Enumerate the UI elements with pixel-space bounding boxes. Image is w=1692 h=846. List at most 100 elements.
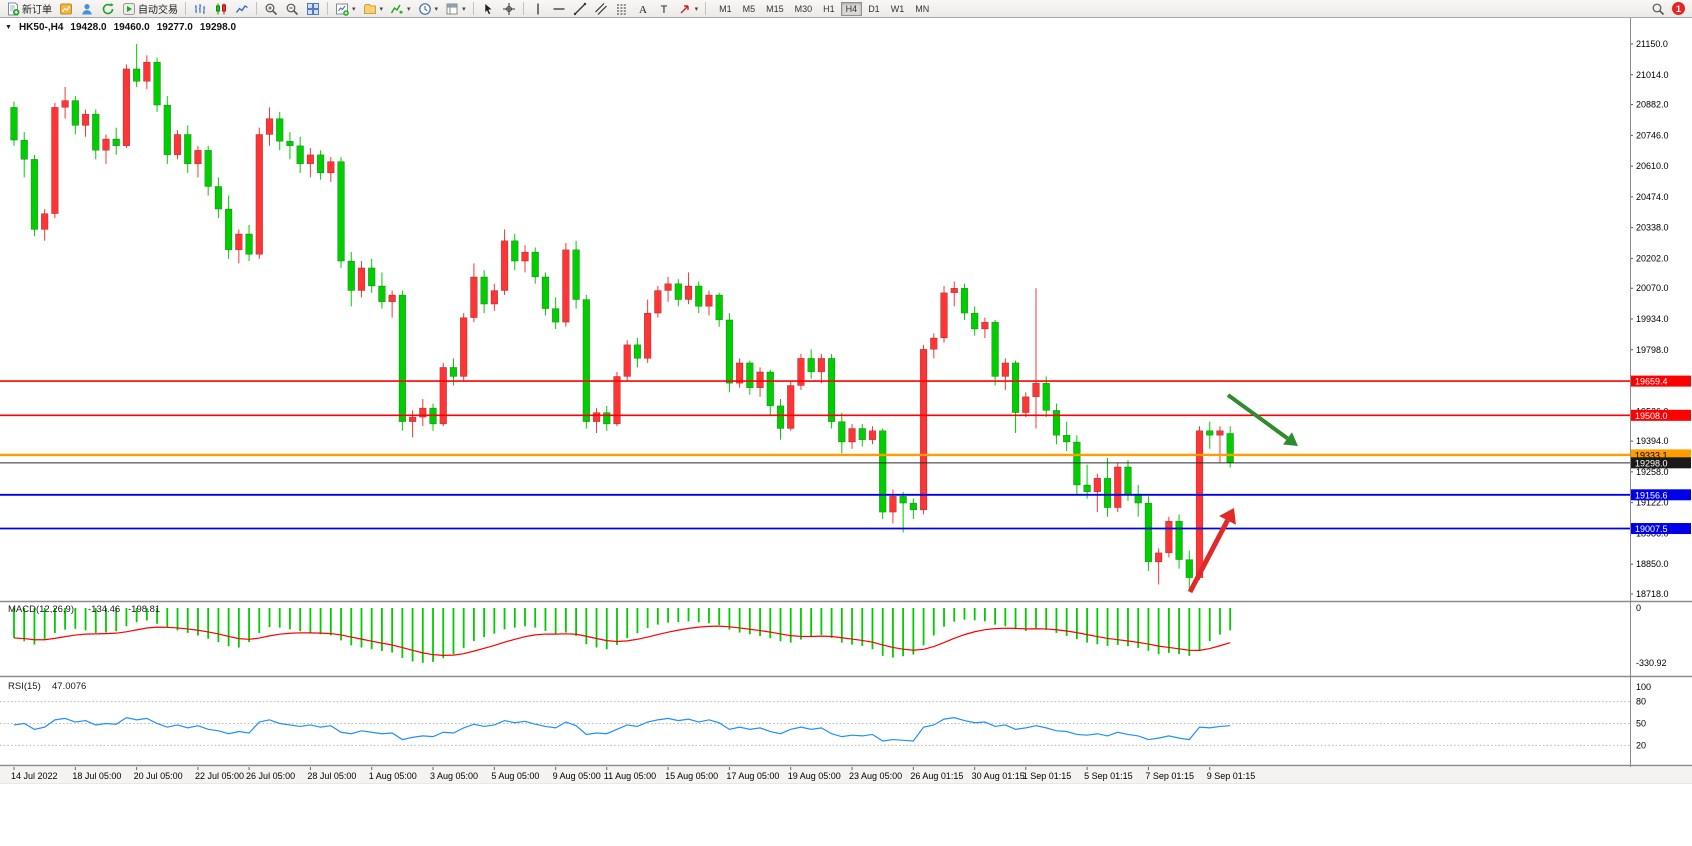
zoom-in-button[interactable] [261, 1, 281, 17]
dropdown-caret-icon[interactable]: ▾ [462, 5, 466, 13]
fibonacci-icon [615, 2, 629, 16]
dropdown-caret-icon[interactable]: ▾ [407, 5, 411, 13]
svg-text:19 Aug 05:00: 19 Aug 05:00 [788, 771, 841, 781]
horizontal-line-button[interactable] [549, 1, 569, 17]
clock-icon [418, 2, 432, 16]
dropdown-caret-icon[interactable]: ▾ [352, 5, 356, 13]
dropdown-caret-icon[interactable]: ▾ [379, 5, 384, 13]
svg-text:20202.0: 20202.0 [1636, 253, 1669, 263]
svg-text:22 Jul 05:00: 22 Jul 05:00 [195, 771, 244, 781]
timeframe-H4[interactable]: H4 [840, 1, 863, 16]
annotations-layer[interactable] [1187, 393, 1298, 594]
bar-chart-mode-button[interactable] [190, 1, 210, 17]
new-chart-icon [335, 2, 349, 16]
svg-text:21014.0: 21014.0 [1636, 70, 1669, 80]
price-chart-canvas[interactable]: 21150.0 21014.0 20882.0 20746.0 20610.0 20474… [0, 18, 1692, 846]
text-button[interactable]: A [633, 1, 653, 17]
svg-text:19934.0: 19934.0 [1636, 314, 1669, 324]
svg-text:19122.0: 19122.0 [1636, 498, 1669, 508]
zoom-out-button[interactable] [282, 1, 302, 17]
svg-text:20474.0: 20474.0 [1636, 192, 1669, 202]
timeframe-W1[interactable]: W1 [886, 2, 910, 16]
time-axis[interactable]: 14 Jul 2022 18 Jul 05:00 20 Jul 05:00 22 Ju… [0, 767, 1692, 783]
toolbar-separator [705, 2, 707, 15]
market-watch-button[interactable] [56, 1, 76, 17]
periods-button[interactable]: ▾ [415, 1, 442, 17]
toolbar-separator [327, 2, 328, 15]
svg-text:47.0076: 47.0076 [52, 681, 86, 692]
timeframe-M5[interactable]: M5 [738, 2, 761, 16]
timeframe-M1[interactable]: M1 [714, 2, 737, 16]
svg-text:-134.46: -134.46 [88, 604, 120, 615]
fibonacci-retracement-button[interactable] [612, 1, 632, 17]
timeframe-D1[interactable]: D1 [863, 2, 885, 16]
new-chart-button[interactable]: ▾ [332, 1, 359, 17]
profiles-button[interactable]: ▾ [360, 1, 387, 17]
cursor-button[interactable] [478, 1, 498, 17]
svg-text:19007.5: 19007.5 [1635, 524, 1668, 534]
dropdown-caret-icon[interactable]: ▾ [434, 5, 439, 13]
arrows-button[interactable]: ▾ [675, 1, 702, 17]
vertical-line-button[interactable] [528, 1, 548, 17]
toolbar-separator [472, 2, 474, 15]
symbol-period-label: HK50-,H4 [18, 22, 64, 33]
trendline-button[interactable] [570, 1, 590, 17]
quote-high: 19460.0 [113, 22, 150, 33]
svg-text:19394.0: 19394.0 [1636, 436, 1669, 446]
svg-text:A: A [639, 4, 647, 16]
timeframe-H1[interactable]: H1 [818, 2, 840, 16]
chart-menu-caret-icon[interactable]: ▼ [5, 24, 12, 31]
templates-icon [445, 2, 459, 16]
crosshair-button[interactable] [499, 1, 519, 17]
svg-text:MACD(12,26,9): MACD(12,26,9) [8, 604, 74, 615]
pane-separators[interactable] [0, 18, 1692, 784]
svg-text:3 Aug 05:00: 3 Aug 05:00 [430, 771, 478, 781]
search-button[interactable] [1648, 1, 1668, 17]
svg-text:28 Jul 05:00: 28 Jul 05:00 [307, 771, 356, 781]
equidistant-channel-button[interactable] [591, 1, 611, 17]
svg-text:19298.0: 19298.0 [1635, 458, 1668, 468]
timeframe-M30[interactable]: M30 [790, 2, 818, 16]
svg-text:20746.0: 20746.0 [1636, 130, 1669, 140]
svg-text:1 Aug 05:00: 1 Aug 05:00 [369, 771, 417, 781]
auto-trading-button[interactable]: 自动交易 [119, 1, 181, 17]
timeframe-M15[interactable]: M15 [761, 2, 789, 16]
text-label-button[interactable]: T [654, 1, 674, 17]
text-a-icon: A [636, 2, 650, 16]
svg-text:17 Aug 05:00: 17 Aug 05:00 [726, 771, 779, 781]
magnifier-icon [1651, 2, 1665, 16]
svg-text:19508.0: 19508.0 [1635, 411, 1668, 421]
svg-text:RSI(15): RSI(15) [8, 681, 41, 692]
line-chart-mode-button[interactable] [232, 1, 252, 17]
dropdown-caret-icon[interactable]: ▾ [694, 5, 699, 13]
line-chart-icon [235, 2, 249, 16]
candles-layer[interactable] [10, 44, 1234, 590]
svg-text:19258.0: 19258.0 [1636, 467, 1669, 477]
macd-pane[interactable]: MACD(12,26,9) -134.46 -198.81 0 -330.92 [8, 603, 1667, 668]
up-trend-arrow[interactable] [1187, 508, 1236, 594]
candles-icon [214, 2, 228, 16]
timeframe-group: M1 M5 M15 M30 H1 H4 D1 W1 MN [714, 1, 934, 16]
indicators-button[interactable]: ▾ [387, 1, 414, 17]
price-axis[interactable]: 21150.0 21014.0 20882.0 20746.0 20610.0 20474… [1630, 39, 1669, 599]
mql5-community-button[interactable] [77, 1, 97, 17]
svg-text:20610.0: 20610.0 [1636, 161, 1669, 171]
candlestick-mode-button[interactable] [211, 1, 231, 17]
rsi-pane[interactable]: RSI(15) 47.0076 100 80 50 20 [0, 681, 1651, 750]
profile-icon [80, 2, 94, 16]
down-trend-arrow[interactable] [1226, 393, 1298, 446]
templates-button[interactable]: ▾ [442, 1, 469, 17]
new-order-button[interactable]: 新订单 [3, 1, 55, 17]
notification-badge[interactable]: 1 [1672, 2, 1685, 15]
trendline-icon [573, 2, 587, 16]
svg-text:7 Sep 01:15: 7 Sep 01:15 [1145, 771, 1194, 781]
timeframe-MN[interactable]: MN [910, 2, 934, 16]
tile-windows-button[interactable] [303, 1, 323, 17]
arrow-tool-icon [678, 2, 692, 16]
hline-icon [552, 2, 566, 16]
svg-text:19156.6: 19156.6 [1635, 490, 1668, 500]
refresh-button[interactable] [98, 1, 118, 17]
horizontal-lines-layer[interactable] [0, 380, 1630, 530]
